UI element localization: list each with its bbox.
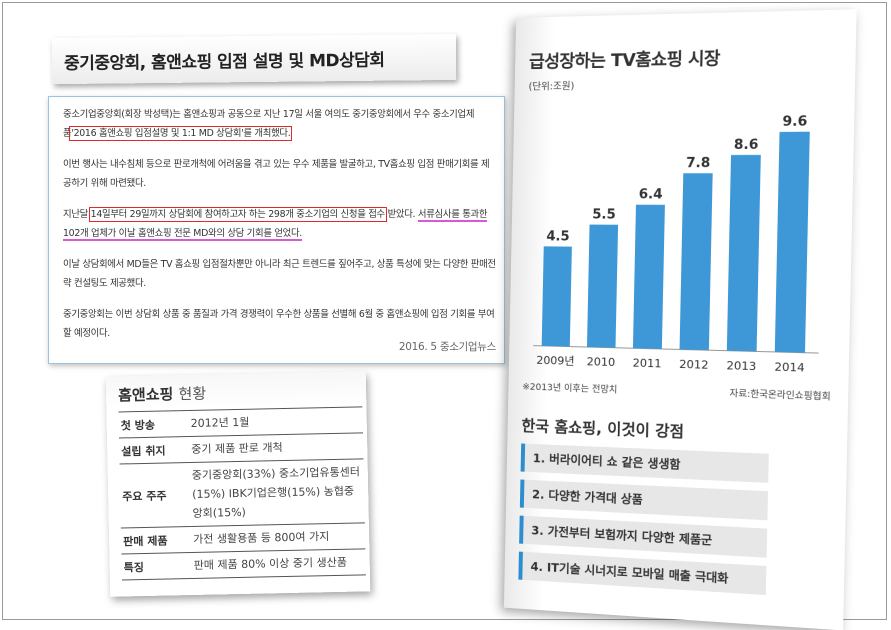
page-title: 중기중앙회, 홈앤쇼핑 입점 설명 및 MD상담회 xyxy=(64,45,385,73)
bar-value-label: 9.6 xyxy=(782,114,807,130)
article-text: 받았다. xyxy=(388,209,416,220)
chart-bar xyxy=(727,155,761,352)
market-infographic: 급성장하는 TV홈쇼핑 시장 (단위:조원) 4.5 2009년 5.5 2010 6.… xyxy=(504,9,857,630)
forecast-note: ※2013년 이후는 전망치 xyxy=(522,379,617,395)
x-tick-label: 2010 xyxy=(587,355,616,369)
row-key: 설립 취지 xyxy=(119,437,190,464)
highlighted-event-name: '2016 홈앤쇼핑 입점설명 및 1:1 MD 상담회'를 개최했다. xyxy=(71,128,290,139)
bar-value-label: 8.6 xyxy=(734,137,759,153)
bar-value-label: 5.5 xyxy=(592,207,616,222)
article-paragraph-1: 중소기업중앙회(회장 박성택)는 홈앤쇼핑과 공동으로 지난 17일 서울 여의… xyxy=(63,105,496,143)
highlighted-application-period: 14일부터 29일까지 상담회에 참여하고자 하는 298개 중소기업의 신청을… xyxy=(91,209,385,220)
x-tick-label: 2009년 xyxy=(536,354,575,368)
strength-item: 1. 버라이어티 쇼 같은 생생함 xyxy=(521,443,769,482)
status-heading-bold: 홈앤쇼핑 xyxy=(118,385,174,404)
row-value: 중기중앙회(33%) 중소기업유통센터(15%) IBK기업은행(15%) 농협… xyxy=(190,459,365,527)
status-heading-light: 현황 xyxy=(178,385,206,404)
row-value: 2012년 1월 xyxy=(188,407,363,437)
row-key: 첫 방송 xyxy=(118,411,189,438)
x-tick-label: 2013 xyxy=(726,359,756,373)
x-tick-label: 2014 xyxy=(774,360,804,374)
bar-value-label: 6.4 xyxy=(639,187,663,202)
article-source: 2016. 5 중소기업뉴스 xyxy=(399,338,496,357)
row-key: 주요 주주 xyxy=(120,463,191,528)
status-card-heading: 홈앤쇼핑 현황 xyxy=(118,379,358,405)
chart-title: 급성장하는 TV홈쇼핑 시장 xyxy=(529,41,839,72)
table-row: 특징 판매 제품 80% 이상 중기 생산품 xyxy=(121,549,365,580)
row-key: 판매 제품 xyxy=(121,526,192,553)
strengths-title: 한국 홈쇼핑, 이것이 강점 xyxy=(521,414,830,447)
bar-value-label: 7.8 xyxy=(686,156,710,172)
article-paragraph-4: 이날 상담회에서 MD들은 TV 홈쇼핑 입점절차뿐만 아니라 최근 트렌드를 … xyxy=(63,255,496,293)
article-text: 지난달 xyxy=(63,209,88,220)
row-value: 가전 생활용품 등 800여 가지 xyxy=(191,523,366,553)
strength-item: 4. IT기술 시너지로 모바일 매출 극대화 xyxy=(518,552,766,596)
status-table: 첫 방송 2012년 1월 설립 취지 중기 제품 판로 개척 주요 주주 중기… xyxy=(118,406,365,580)
chart-bar xyxy=(587,225,618,348)
chart-bar xyxy=(775,132,810,353)
row-key: 특징 xyxy=(121,552,192,579)
strength-item: 2. 다양한 가격대 상품 xyxy=(520,480,768,521)
strength-item: 3. 가전부터 보험까지 다양한 제품군 xyxy=(519,516,767,558)
row-value: 판매 제품 80% 이상 중기 생산품 xyxy=(191,549,366,579)
row-value: 중기 제품 판로 개척 xyxy=(189,433,364,463)
article-card: 중소기업중앙회(회장 박성택)는 홈앤쇼핑과 공동으로 지난 17일 서울 여의… xyxy=(48,96,505,364)
table-row: 주요 주주 중기중앙회(33%) 중소기업유통센터(15%) IBK기업은행(1… xyxy=(120,459,365,528)
chart-bar xyxy=(542,246,572,346)
market-bar-chart: 4.5 2009년 5.5 2010 6.4 2011 7.8 2012 8.6 2013 9.6 2… xyxy=(523,91,831,385)
title-card: 중기중앙회, 홈앤쇼핑 입점 설명 및 MD상담회 xyxy=(52,34,456,84)
bar-value-label: 4.5 xyxy=(546,229,569,244)
chart-unit: (단위:조원) xyxy=(528,74,837,93)
article-paragraph-2: 이번 행사는 내수침체 등으로 판로개척에 어려움을 겪고 있는 우수 제품을 … xyxy=(63,155,496,193)
homeandshopping-status-card: 홈앤쇼핑 현황 첫 방송 2012년 1월 설립 취지 중기 제품 판로 개척 … xyxy=(106,371,371,596)
chart-bar xyxy=(633,205,665,349)
data-source-note: 자료:한국온라인쇼핑협회 xyxy=(729,386,831,403)
article-paragraph-3: 지난달 14일부터 29일까지 상담회에 참여하고자 하는 298개 중소기업의… xyxy=(63,205,496,243)
chart-bar xyxy=(680,173,713,350)
x-tick-label: 2012 xyxy=(679,358,709,372)
x-tick-label: 2011 xyxy=(632,356,661,370)
